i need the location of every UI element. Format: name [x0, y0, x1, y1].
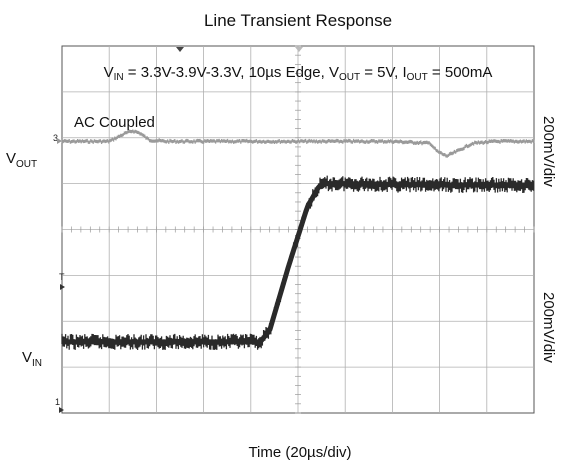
- cond-vout-rest: = 5V,: [360, 64, 402, 81]
- x-axis-label: Time (20µs/div): [248, 444, 351, 461]
- trigger-level-marker: T: [59, 272, 65, 282]
- series-1-trace: [61, 175, 535, 350]
- vout-label-sub: OUT: [16, 159, 37, 170]
- vout-channel-marker: 3: [53, 133, 58, 143]
- grid: [61, 45, 535, 414]
- trigger-level-arrow: [60, 284, 65, 290]
- cond-vout-v: V: [329, 64, 339, 81]
- cond-vin-sub: IN: [114, 72, 124, 83]
- cond-iout-i: I: [402, 64, 406, 81]
- trigger-position-marker: [176, 47, 184, 52]
- vout-channel-arrow: [57, 138, 62, 144]
- vin-label-sub: IN: [32, 358, 42, 369]
- cond-iout-rest: = 500mA: [428, 64, 493, 81]
- series-1-line: [62, 181, 534, 345]
- cond-iout-sub: OUT: [407, 72, 428, 83]
- vin-label-main: V: [22, 349, 32, 366]
- cond-vin-v: V: [104, 64, 114, 81]
- vin-channel-marker: 1: [55, 397, 60, 407]
- series-0-line: [62, 130, 534, 157]
- vout-label: VOUT: [6, 150, 37, 170]
- vout-label-main: V: [6, 150, 16, 167]
- center-marker: [295, 47, 303, 52]
- test-conditions: VIN = 3.3V-3.9V-3.3V, 10µs Edge, VOUT = …: [104, 64, 493, 83]
- vin-label: VIN: [22, 349, 42, 369]
- series-0-trace: [61, 129, 535, 158]
- traces: [61, 129, 535, 350]
- vin-channel-arrow: [59, 407, 64, 413]
- cond-vin-rest: = 3.3V-3.9V-3.3V, 10µs Edge,: [124, 64, 329, 81]
- vin-scale-label: 200mV/div: [540, 292, 557, 363]
- cond-vout-sub: OUT: [339, 72, 360, 83]
- ac-coupled-label: AC Coupled: [74, 114, 155, 131]
- vout-scale-label: 200mV/div: [540, 116, 557, 187]
- chart-title: Line Transient Response: [204, 11, 392, 30]
